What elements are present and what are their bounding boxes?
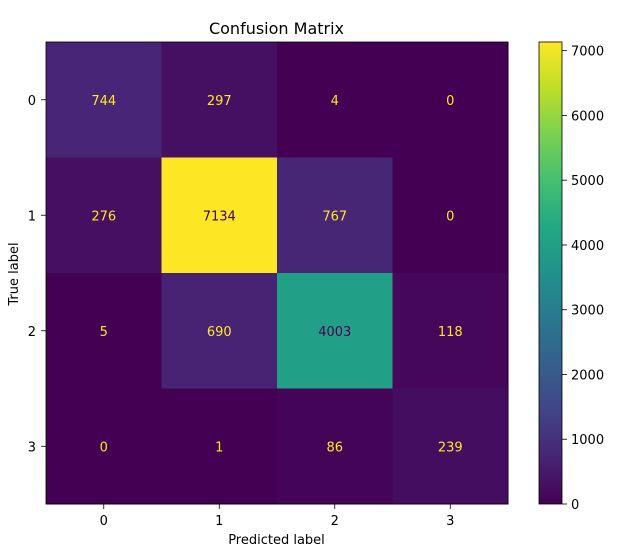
heatmap-cell (392, 42, 509, 158)
heatmap-cell (161, 42, 278, 158)
colorbar-tick-label: 6000 (571, 109, 604, 124)
y-tick-label: 3 (28, 440, 36, 455)
x-axis-label: Predicted label (228, 533, 325, 548)
cell-value-label: 239 (438, 440, 463, 455)
colorbar: 0 1000 2000 3000 4000 5000 6000 7000 (538, 41, 604, 513)
cell-value-label: 744 (91, 94, 116, 109)
y-axis: 0 1 2 3 (28, 94, 46, 455)
cell-value-label: 767 (322, 209, 347, 224)
colorbar-tick-label: 1000 (571, 433, 604, 448)
cell-value-label: 0 (446, 94, 454, 109)
cell-value-label: 0 (446, 209, 454, 224)
cell-value-label: 276 (91, 209, 116, 224)
y-tick-label: 1 (28, 209, 36, 224)
cell-value-label: 118 (438, 325, 463, 340)
heatmap-cell (161, 388, 278, 505)
heatmap-cell (392, 157, 509, 274)
x-tick-label: 2 (331, 514, 339, 529)
chart-title: Confusion Matrix (209, 19, 344, 38)
cell-value-label: 297 (207, 94, 232, 109)
colorbar-frame (538, 41, 563, 505)
y-tick-label: 0 (28, 94, 36, 109)
heatmap-cell (392, 273, 509, 389)
colorbar-tick-label: 3000 (571, 304, 604, 319)
x-axis: 0 1 2 3 (100, 504, 454, 529)
heatmap: 744 297 4 0 276 7134 767 0 5 690 4003 118 0 1 86 239 (45, 41, 509, 505)
colorbar-tick-label: 4000 (571, 239, 604, 254)
cell-value-label: 690 (207, 325, 232, 340)
colorbar-tick-label: 5000 (571, 174, 604, 189)
cell-value-label: 4 (331, 94, 339, 109)
heatmap-cell (161, 273, 278, 389)
cell-value-label: 86 (326, 440, 343, 455)
heatmap-cell (277, 273, 393, 389)
heatmap-cell (277, 388, 393, 505)
heatmap-frame (45, 41, 509, 505)
colorbar-tick-label: 0 (571, 498, 579, 513)
heatmap-cell (277, 157, 393, 274)
cell-value-label: 5 (100, 325, 108, 340)
heatmap-cell (161, 157, 278, 274)
x-tick-label: 3 (446, 514, 454, 529)
y-axis-label: True label (7, 242, 22, 306)
cell-value-label: 0 (100, 440, 108, 455)
heatmap-cell (46, 388, 162, 505)
colorbar-gradient (539, 42, 562, 504)
cell-value-label: 7134 (203, 209, 236, 224)
cell-value-label: 1 (215, 440, 223, 455)
heatmap-cell (277, 42, 393, 158)
x-tick-label: 0 (100, 514, 108, 529)
x-tick-label: 1 (215, 514, 223, 529)
heatmap-cell (46, 157, 162, 274)
heatmap-cell (46, 42, 162, 158)
heatmap-cell (392, 388, 509, 505)
colorbar-tick-label: 2000 (571, 368, 604, 383)
heatmap-cell (46, 273, 162, 389)
cell-value-label: 4003 (318, 325, 351, 340)
y-tick-label: 2 (28, 325, 36, 340)
colorbar-tick-label: 7000 (571, 45, 604, 60)
